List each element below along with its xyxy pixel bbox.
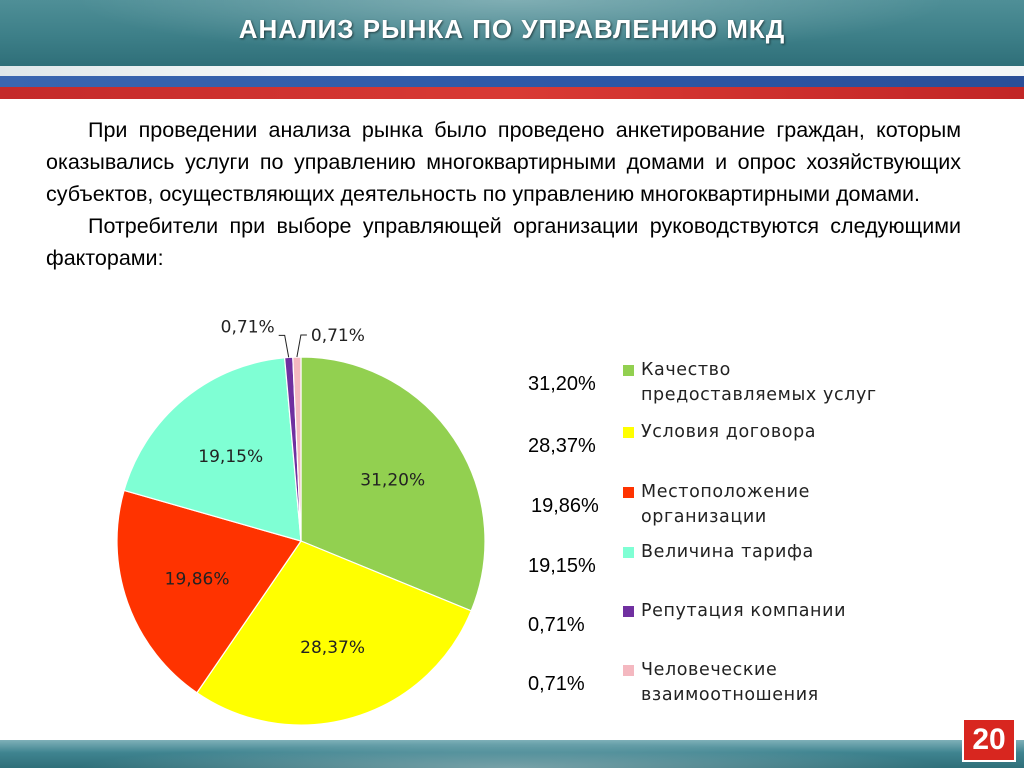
pie-data-label: 0,71%	[221, 317, 275, 337]
pie-slice	[196, 540, 472, 726]
legend-label: Качество	[641, 360, 731, 380]
legend-swatch	[623, 547, 634, 558]
flag-stripe-red	[0, 87, 1024, 99]
pie-data-label: 19,15%	[198, 447, 263, 467]
pie-slice	[116, 489, 302, 694]
slide-footer	[0, 740, 1024, 768]
pie-slice	[300, 356, 486, 612]
legend-label: Репутация компании	[641, 601, 846, 621]
paragraph-survey: При проведении анализа рынка было провед…	[46, 118, 961, 206]
legend-swatch	[623, 606, 634, 617]
legend-swatch	[623, 665, 634, 676]
legend-value: 19,15%	[528, 555, 596, 577]
pie-slice	[292, 356, 302, 542]
legend-swatch	[623, 427, 634, 438]
pie-data-label: 0,71%	[311, 326, 365, 346]
legend-value: 0,71%	[528, 673, 585, 695]
legend-swatch	[623, 365, 634, 376]
legend-label: предоставляемых услуг	[641, 385, 877, 405]
pie-data-label: 28,37%	[300, 638, 365, 658]
slide-title: АНАЛИЗ РЫНКА ПО УПРАВЛЕНИЮ МКД	[238, 14, 786, 44]
legend-value: 28,37%	[528, 435, 596, 457]
legend-label: организации	[641, 507, 767, 527]
slide-body-text: При проведении анализа рынка было провед…	[46, 114, 961, 274]
legend-value: 19,86%	[531, 495, 599, 517]
legend-value: 31,20%	[528, 373, 596, 395]
flag-stripe-blue	[0, 76, 1024, 87]
flag-stripe-white	[0, 66, 1024, 76]
legend-value: 0,71%	[528, 614, 585, 636]
pie-data-label: 31,20%	[360, 471, 425, 491]
page-number: 20	[962, 718, 1016, 762]
header-background	[0, 0, 1024, 66]
legend-label: Величина тарифа	[641, 542, 814, 562]
leader-line	[296, 334, 307, 358]
pie-slice	[123, 357, 302, 542]
pie-data-label: 19,86%	[165, 569, 230, 589]
slide-header: АНАЛИЗ РЫНКА ПО УПРАВЛЕНИЮ МКД	[0, 0, 1024, 100]
legend-label: Местоположение	[641, 482, 810, 502]
footer-shine	[0, 740, 1024, 768]
legend-swatch	[623, 487, 634, 498]
header-shine	[0, 0, 1024, 66]
paragraph-factors: Потребители при выборе управляющей орган…	[46, 214, 961, 270]
leader-line	[278, 334, 290, 358]
legend-label: Человеческие	[641, 660, 777, 680]
legend-label: Условия договора	[641, 422, 816, 442]
legend-label: взаимоотношения	[641, 685, 819, 705]
